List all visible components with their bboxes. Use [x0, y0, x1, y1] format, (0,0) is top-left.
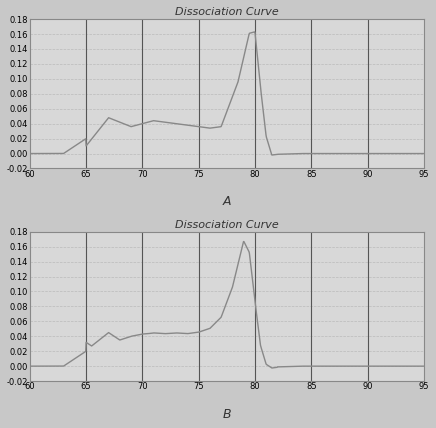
Text: B: B — [222, 408, 231, 421]
Title: Dissociation Curve: Dissociation Curve — [175, 7, 279, 17]
Text: A: A — [222, 195, 231, 208]
Title: Dissociation Curve: Dissociation Curve — [175, 220, 279, 229]
